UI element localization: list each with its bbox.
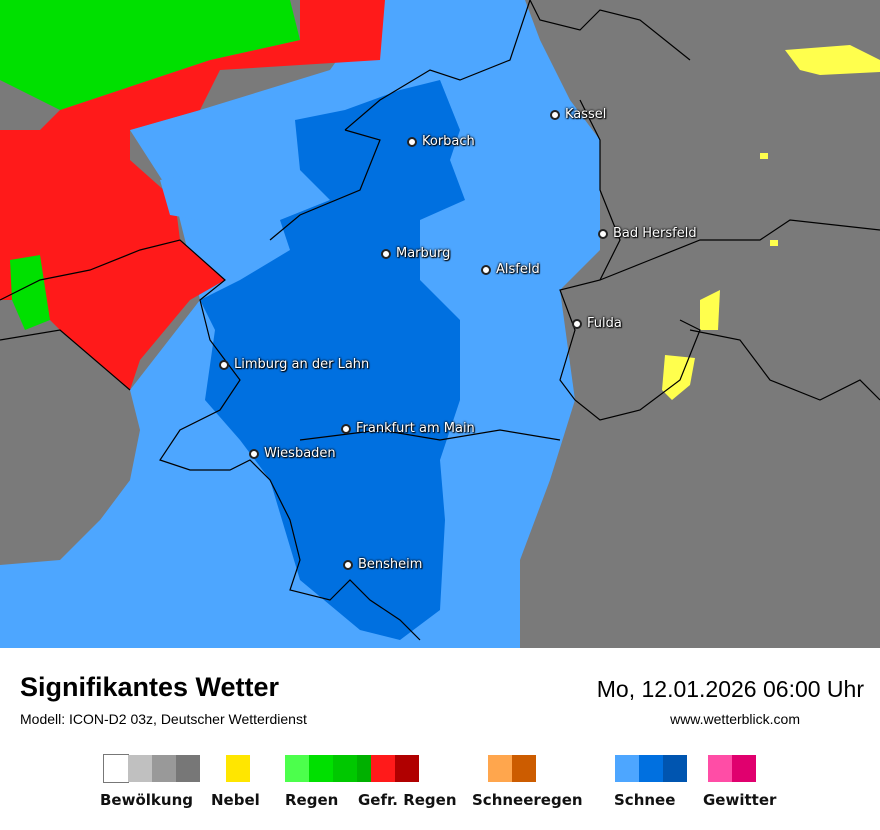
city-label: Fulda: [587, 316, 622, 331]
legend-swatches: [708, 755, 756, 782]
snow-heavy-area: [200, 80, 465, 640]
borders: [0, 0, 880, 641]
city-marker-icon: [598, 228, 608, 239]
city-label: Limburg an der Lahn: [234, 357, 370, 372]
legend-swatches: [371, 755, 419, 782]
city-label: Kassel: [565, 107, 607, 122]
legend-swatches: [615, 755, 687, 782]
model-info: Modell: ICON-D2 03z, Deutscher Wetterdie…: [20, 711, 307, 727]
city-marker-icon: [407, 136, 417, 147]
legend-label: Schneeregen: [472, 791, 583, 809]
city-marker-icon: [219, 359, 229, 370]
legend-swatches: [285, 755, 381, 782]
city-marburg: Marburg: [381, 246, 450, 261]
rain-area-2: [10, 255, 50, 330]
city-marker-icon: [481, 264, 491, 275]
city-marker-icon: [249, 448, 259, 459]
legend-label: Nebel: [211, 791, 260, 809]
city-marker-icon: [572, 318, 582, 329]
legend-label: Regen: [285, 791, 339, 809]
legend-swatch: [226, 755, 250, 782]
legend-swatch: [512, 755, 536, 782]
legend-swatch: [395, 755, 419, 782]
city-limburg: Limburg an der Lahn: [219, 357, 369, 372]
legend-swatch: [103, 754, 129, 783]
city-label: Wiesbaden: [264, 446, 336, 461]
city-bensheim: Bensheim: [343, 557, 422, 572]
legend-label: Gewitter: [703, 791, 777, 809]
legend-swatch: [285, 755, 309, 782]
city-label: Bad Hersfeld: [613, 226, 697, 241]
legend-swatch: [708, 755, 732, 782]
city-label: Marburg: [396, 246, 451, 261]
city-label: Korbach: [422, 134, 475, 149]
legend-label: Gefr. Regen: [358, 791, 457, 809]
website-link: www.wetterblick.com: [670, 711, 800, 727]
city-marker-icon: [381, 248, 391, 259]
city-marker-icon: [341, 423, 351, 434]
rain-area: [0, 0, 300, 110]
forecast-datetime: Mo, 12.01.2026 06:00 Uhr: [596, 676, 864, 702]
legend-swatch: [371, 755, 395, 782]
legend-swatch: [128, 755, 152, 782]
legend-swatches: [488, 755, 536, 782]
legend-swatch: [309, 755, 333, 782]
city-korbach: Korbach: [407, 134, 475, 149]
fog-patches: [662, 45, 880, 400]
legend-swatch: [333, 755, 357, 782]
freezing-rain-area: [0, 0, 385, 390]
legend-label: Schnee: [614, 791, 676, 809]
cloud-area-west: [0, 330, 130, 560]
legend-swatch: [615, 755, 639, 782]
legend-swatch: [152, 755, 176, 782]
legend-label: Bewölkung: [100, 791, 193, 809]
legend-swatch: [663, 755, 687, 782]
map-title: Signifikantes Wetter: [20, 672, 280, 702]
legend-swatch: [488, 755, 512, 782]
weather-map: [0, 0, 880, 648]
city-label: Bensheim: [358, 557, 423, 572]
city-alsfeld: Alsfeld: [481, 262, 540, 277]
city-fulda: Fulda: [572, 316, 622, 331]
city-bad-hersfeld: Bad Hersfeld: [598, 226, 697, 241]
snow-area-small: [160, 170, 235, 220]
city-frankfurt: Frankfurt am Main: [341, 421, 475, 436]
city-kassel: Kassel: [550, 107, 606, 122]
city-wiesbaden: Wiesbaden: [249, 446, 336, 461]
legend-swatch: [639, 755, 663, 782]
city-marker-icon: [343, 559, 353, 570]
legend-swatches: [103, 754, 200, 783]
city-label: Alsfeld: [496, 262, 540, 277]
legend-swatch: [176, 755, 200, 782]
city-label: Frankfurt am Main: [356, 421, 475, 436]
legend-swatches: [226, 755, 250, 782]
city-marker-icon: [550, 109, 560, 120]
legend-swatch: [732, 755, 756, 782]
